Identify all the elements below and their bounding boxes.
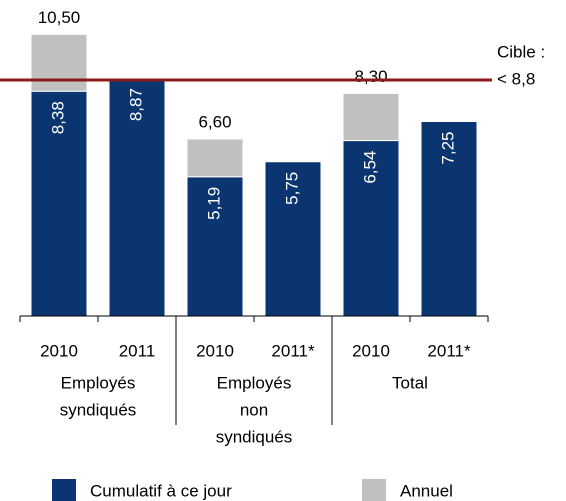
x-tick-label: 2010 <box>196 341 234 360</box>
total-label: 8,30 <box>354 67 387 86</box>
group-label: Employés <box>61 373 136 392</box>
group-label: non <box>240 400 268 419</box>
bar-segment <box>108 77 166 317</box>
x-tick-label: 2010 <box>40 341 78 360</box>
value-label: 7,25 <box>438 132 457 165</box>
legend-label: Annuel <box>400 481 453 500</box>
x-tick-label: 2011* <box>271 341 315 360</box>
group-label: Employés <box>217 373 292 392</box>
value-label: 8,87 <box>126 88 145 121</box>
group-label: Total <box>392 373 428 392</box>
bar-segment <box>186 138 244 178</box>
legend-swatch <box>52 479 76 501</box>
value-label: 5,75 <box>282 172 301 205</box>
bar-segment <box>264 161 322 317</box>
group-label: syndiqués <box>216 427 293 446</box>
bar-segment <box>342 92 400 142</box>
x-tick-label: 2011 <box>119 341 156 360</box>
total-label: 10,50 <box>38 8 81 27</box>
value-label: 8,38 <box>48 101 67 134</box>
x-tick-label: 2011* <box>427 341 471 360</box>
legend-label: Cumulatif à ce jour <box>90 481 232 500</box>
target-label: Cible : <box>497 42 545 61</box>
bar-segment <box>30 33 88 92</box>
total-label: 6,60 <box>198 112 231 131</box>
legend-swatch <box>362 479 386 501</box>
value-label: 6,54 <box>360 151 379 184</box>
target-label: < 8,8 <box>497 69 535 88</box>
bar-segment <box>342 140 400 317</box>
bar-segment <box>30 90 88 317</box>
bar-segment <box>420 121 478 317</box>
group-label: syndiqués <box>60 400 137 419</box>
value-label: 5,19 <box>204 187 223 220</box>
x-tick-label: 2010 <box>352 341 390 360</box>
